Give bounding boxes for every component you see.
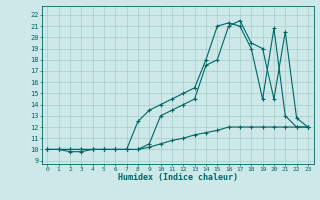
X-axis label: Humidex (Indice chaleur): Humidex (Indice chaleur): [118, 173, 237, 182]
